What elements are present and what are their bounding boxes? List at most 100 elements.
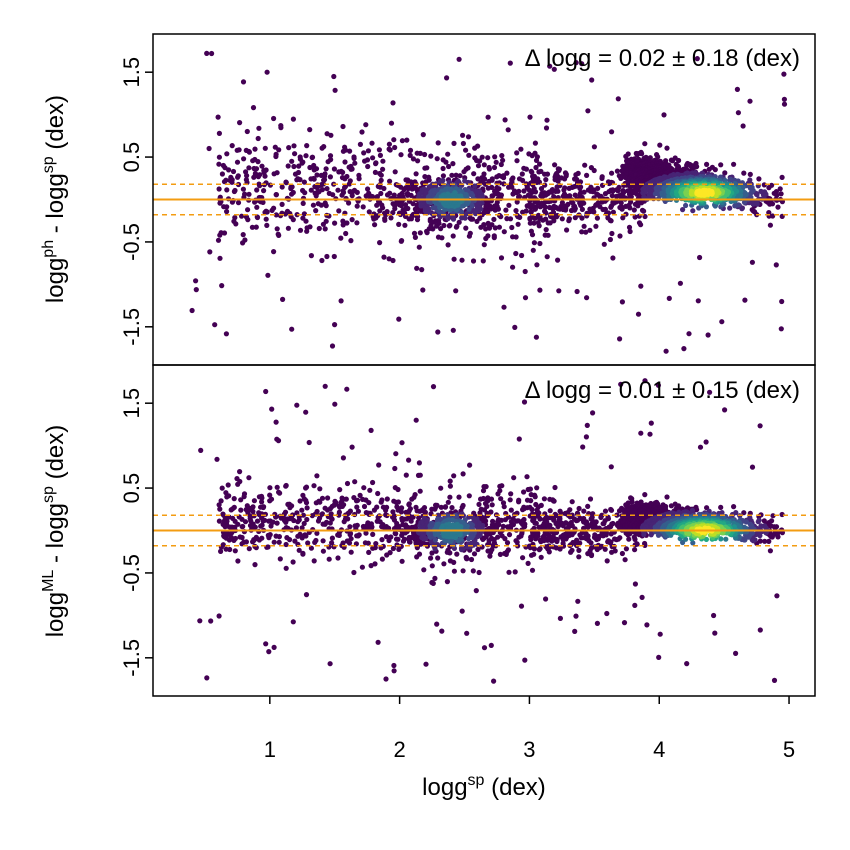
data-point [408, 192, 414, 198]
data-point [554, 214, 560, 220]
y-label-unit: (dex) [42, 95, 69, 156]
data-point [284, 208, 291, 214]
data-point [614, 187, 620, 193]
data-point [557, 515, 563, 521]
data-point [502, 117, 508, 123]
data-point [468, 556, 475, 563]
data-point [398, 203, 404, 209]
data-point [359, 564, 365, 570]
data-point [361, 485, 367, 491]
data-point [530, 517, 536, 524]
data-point [409, 496, 415, 502]
data-point [215, 114, 221, 120]
data-point [427, 218, 433, 224]
data-point [189, 307, 195, 314]
data-point [354, 189, 360, 195]
data-point [263, 216, 269, 222]
data-point [380, 166, 386, 172]
data-point [376, 147, 382, 153]
data-point [615, 536, 621, 542]
data-point [246, 165, 252, 171]
data-point [476, 501, 482, 507]
data-point [711, 612, 717, 619]
data-point [585, 108, 591, 114]
data-point [417, 150, 423, 156]
data-point [263, 641, 269, 647]
data-point [441, 561, 447, 567]
data-point [379, 497, 385, 503]
data-point [594, 215, 601, 221]
data-point [457, 173, 463, 179]
data-point [778, 191, 784, 197]
data-point [410, 156, 416, 162]
data-point [380, 158, 386, 164]
data-point [576, 554, 582, 560]
data-point [621, 620, 628, 626]
data-point [572, 215, 578, 221]
y-tick-label: 0.5 [119, 142, 144, 173]
data-point [467, 230, 473, 236]
data-point [610, 209, 617, 215]
data-point [781, 101, 788, 107]
data-point [565, 201, 571, 207]
data-point [749, 464, 756, 470]
data-point [445, 151, 451, 157]
data-point [217, 506, 223, 512]
data-point [599, 175, 605, 181]
data-point [377, 519, 383, 525]
data-point [331, 544, 337, 550]
data-point [766, 185, 772, 191]
data-point [591, 167, 597, 174]
data-point [398, 509, 404, 515]
data-point [501, 181, 507, 187]
data-point [516, 194, 522, 200]
data-point [384, 496, 390, 502]
data-point [208, 618, 214, 624]
data-point [393, 200, 399, 206]
data-point [529, 169, 535, 175]
data-point [749, 259, 756, 265]
data-point [361, 150, 367, 156]
data-point [247, 522, 254, 529]
data-point [366, 549, 372, 556]
data-point [500, 157, 506, 163]
data-point [253, 534, 259, 541]
data-point [483, 226, 489, 232]
data-point [766, 210, 772, 216]
data-point [290, 189, 296, 196]
data-point [593, 223, 599, 229]
data-point [506, 202, 512, 208]
data-point [347, 532, 353, 538]
data-point [757, 538, 763, 544]
data-point [702, 190, 708, 196]
data-point [252, 156, 258, 163]
data-point [224, 187, 230, 193]
data-point [474, 157, 480, 164]
data-point [441, 222, 447, 229]
data-point [388, 534, 394, 540]
data-point [322, 383, 328, 389]
data-point [536, 524, 542, 530]
data-point [343, 230, 349, 237]
data-point [509, 234, 516, 240]
data-point [396, 221, 402, 227]
data-point [608, 203, 615, 209]
data-point [297, 156, 303, 162]
data-point [346, 164, 352, 170]
data-point [371, 211, 377, 217]
data-point [608, 506, 614, 513]
data-point [435, 234, 442, 240]
data-point [388, 120, 395, 126]
data-point [579, 206, 586, 212]
data-point [349, 193, 355, 199]
data-point [283, 525, 289, 531]
data-point [246, 475, 252, 481]
data-point [781, 96, 788, 102]
data-point [340, 218, 346, 224]
data-point [535, 200, 541, 206]
data-point [485, 155, 491, 161]
data-point [614, 168, 621, 174]
data-point [346, 200, 352, 206]
data-point [480, 258, 486, 264]
data-point [435, 329, 441, 335]
